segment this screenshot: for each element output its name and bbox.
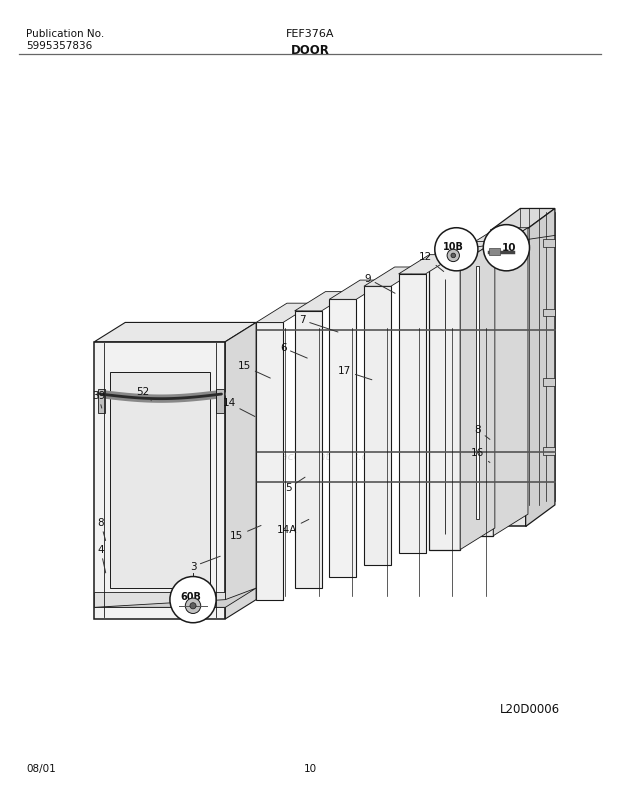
Text: 6: 6 xyxy=(280,343,308,358)
Text: FEF376A: FEF376A xyxy=(286,29,334,40)
Text: 12: 12 xyxy=(419,252,444,272)
Polygon shape xyxy=(294,311,322,588)
Text: 3: 3 xyxy=(190,557,220,572)
Circle shape xyxy=(185,598,201,614)
Polygon shape xyxy=(94,588,256,607)
Text: 15: 15 xyxy=(230,526,261,541)
Text: 8: 8 xyxy=(97,518,105,541)
Polygon shape xyxy=(460,241,495,549)
Polygon shape xyxy=(543,309,555,316)
Polygon shape xyxy=(430,263,460,549)
Text: 9: 9 xyxy=(365,274,395,293)
Polygon shape xyxy=(294,291,352,311)
Polygon shape xyxy=(463,228,528,249)
Polygon shape xyxy=(463,249,494,536)
Polygon shape xyxy=(94,322,256,341)
Polygon shape xyxy=(110,372,210,588)
Polygon shape xyxy=(494,228,528,536)
Circle shape xyxy=(170,576,216,622)
Text: 15: 15 xyxy=(238,361,270,378)
Text: 16: 16 xyxy=(471,449,490,462)
Text: 52: 52 xyxy=(136,387,151,401)
Polygon shape xyxy=(399,255,456,274)
Polygon shape xyxy=(430,241,495,263)
Text: 17: 17 xyxy=(338,366,372,380)
Polygon shape xyxy=(476,266,479,518)
Text: 10: 10 xyxy=(502,243,516,252)
Polygon shape xyxy=(225,322,256,619)
Text: 14: 14 xyxy=(223,399,255,417)
Text: 60B: 60B xyxy=(180,592,201,602)
Text: 8: 8 xyxy=(474,426,490,439)
Text: 08/01: 08/01 xyxy=(26,764,56,774)
Text: 5: 5 xyxy=(285,477,305,493)
Polygon shape xyxy=(329,280,387,299)
Text: 39: 39 xyxy=(92,391,105,408)
Polygon shape xyxy=(543,447,555,455)
Polygon shape xyxy=(399,274,425,553)
Polygon shape xyxy=(491,209,555,230)
Text: 10B: 10B xyxy=(443,242,464,252)
Text: 10: 10 xyxy=(303,764,317,774)
Circle shape xyxy=(190,603,196,609)
Polygon shape xyxy=(256,322,283,599)
Text: Publication No.: Publication No. xyxy=(26,29,104,40)
Polygon shape xyxy=(216,389,224,413)
Text: 14A: 14A xyxy=(277,519,309,535)
Polygon shape xyxy=(256,303,314,322)
Polygon shape xyxy=(491,230,526,526)
Text: 7: 7 xyxy=(299,315,338,332)
Text: 4: 4 xyxy=(97,545,105,572)
Text: L20D0006: L20D0006 xyxy=(500,703,560,716)
Circle shape xyxy=(435,228,478,271)
Circle shape xyxy=(484,225,529,271)
Polygon shape xyxy=(543,239,555,247)
Polygon shape xyxy=(329,299,356,576)
Polygon shape xyxy=(364,287,391,565)
Polygon shape xyxy=(364,267,422,287)
Text: 5995357836: 5995357836 xyxy=(26,41,92,52)
Polygon shape xyxy=(94,592,225,607)
Polygon shape xyxy=(543,378,555,386)
Polygon shape xyxy=(526,209,555,526)
Polygon shape xyxy=(94,341,225,619)
Circle shape xyxy=(447,249,459,261)
Polygon shape xyxy=(97,389,105,413)
Text: DOOR: DOOR xyxy=(291,44,329,56)
Polygon shape xyxy=(489,248,500,256)
Text: eReplacementParts.com: eReplacementParts.com xyxy=(250,452,386,462)
Circle shape xyxy=(451,253,456,258)
